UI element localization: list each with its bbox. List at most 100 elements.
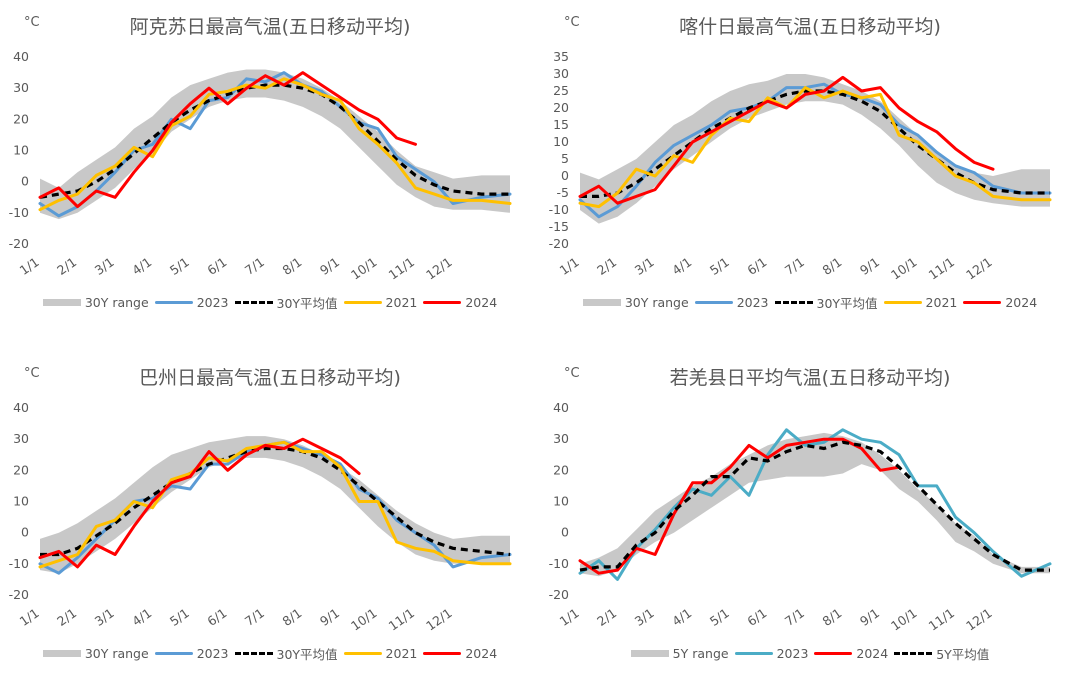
y-tick-label: 20 [553,462,569,477]
x-tick-label: 5/1 [707,605,732,629]
series-line-2024 [578,75,995,205]
legend-label: 2023 [196,646,229,661]
y-tick-label: -10 [9,556,29,571]
x-tick-label: 1/1 [17,254,42,278]
legend-label: 30Y平均值 [276,647,338,662]
legend-label: 2023 [776,646,809,661]
legend-swatch-line [423,301,462,304]
range-band-5y-range [580,432,1050,577]
series-line-2024 [38,71,417,209]
legend-swatch-line [883,301,922,304]
x-tick-label: 4/1 [669,605,694,629]
legend-item: 2023 [734,646,809,661]
chart-title: 若羌县日平均气温(五日移动平均) [669,367,951,389]
y-tick-label: -5 [557,185,569,200]
y-tick-label: 30 [13,431,29,446]
x-tick-label: 8/1 [819,605,844,629]
y-tick-label: 20 [553,100,569,115]
legend-label: 2021 [925,295,958,310]
y-tick-label: -20 [9,587,29,602]
legend-label: 2021 [385,295,418,310]
series-line-2023 [578,428,1052,581]
y-tick-label: 0 [561,525,569,540]
y-tick-label: 10 [13,494,29,509]
x-tick-label: 12/1 [423,254,455,282]
legend-label: 2024 [465,646,498,661]
x-tick-label: 2/1 [594,254,619,278]
y-tick-label: -20 [549,587,569,602]
x-tick-label: 10/1 [348,605,380,633]
legend-label: 2023 [736,295,769,310]
legend-item: 2023 [154,646,229,661]
legend-item: 5Y平均值 [894,644,989,663]
unit-label: °C [24,15,40,30]
legend-label: 30Y平均值 [276,296,338,311]
legend-item: 2023 [694,295,769,310]
x-tick-label: 10/1 [348,254,380,282]
y-tick-label: -15 [549,219,569,234]
legend-label: 2024 [1005,295,1038,310]
legend-label: 30Y range [84,646,149,661]
chart-title: 巴州日最高气温(五日移动平均) [139,367,401,389]
series-line-2021 [38,77,512,212]
legend-swatch-dashed [234,301,273,304]
x-tick-label: 10/1 [888,254,920,282]
x-tick-label: 9/1 [857,254,882,278]
legend: 5Y range 2023 2024 5Y平均值 [540,644,1080,663]
legend-swatch-line [423,652,462,655]
y-tick-label: 10 [553,494,569,509]
x-tick-label: 5/1 [707,254,732,278]
y-tick-label: 0 [21,525,29,540]
y-tick-label: 20 [13,111,29,126]
x-tick-label: 8/1 [819,254,844,278]
y-tick-label: 40 [13,49,29,64]
x-tick-label: 7/1 [242,605,267,629]
legend-item: 30Y range [582,295,689,310]
range-band-30y-range [40,436,510,574]
x-tick-label: 3/1 [632,254,657,278]
legend-label: 2021 [385,646,418,661]
x-tick-label: 11/1 [926,254,958,282]
x-tick-label: 4/1 [129,605,154,629]
x-tick-label: 11/1 [386,605,418,633]
legend-swatch-band [630,650,669,657]
x-tick-label: 1/1 [17,605,42,629]
legend-swatch-line [154,652,193,655]
x-tick-label: 8/1 [279,605,304,629]
legend-item: 30Y平均值 [774,293,878,312]
x-tick-label: 12/1 [963,254,995,282]
legend-swatch-band [582,299,621,306]
legend-label: 2024 [465,295,498,310]
legend-swatch-line [154,301,193,304]
x-tick-label: 11/1 [386,254,418,282]
x-tick-label: 12/1 [963,605,995,633]
x-tick-label: 7/1 [782,254,807,278]
chart-title: 阿克苏日最高气温(五日移动平均) [129,16,411,38]
legend-swatch-line [694,301,733,304]
legend: 30Y range 2023 30Y平均值 2021 2024 [0,293,540,312]
legend-item: 2024 [423,295,497,310]
x-tick-label: 9/1 [857,605,882,629]
x-tick-label: 5/1 [167,254,192,278]
legend-swatch-band [42,299,81,306]
series-line-average [579,440,1050,572]
legend-item: 2024 [814,646,888,661]
legend-swatch-line [734,652,773,655]
y-tick-label: 25 [553,83,569,98]
legend-swatch-dashed [894,652,933,655]
series-line-2021 [578,86,1052,209]
chart-panel-ruoqiang: 40 30 20 10 0 -10 -20 1/1 2/1 3/1 4/1 5/1 6/1 7/1 8/1 9… [540,351,1080,688]
y-tick-label: -10 [9,205,29,220]
y-tick-label: 40 [553,400,569,415]
legend: 30Y range 2023 30Y平均值 2021 2024 [0,644,540,663]
legend-label: 5Y range [672,646,729,661]
x-tick-label: 6/1 [744,254,769,278]
legend-label: 30Y range [84,295,149,310]
range-band-30y-range [40,69,510,220]
y-tick-label: 0 [561,168,569,183]
x-tick-label: 2/1 [594,605,619,629]
x-tick-label: 3/1 [92,605,117,629]
x-tick-label: 6/1 [204,605,229,629]
range-band-30y-range [580,74,1050,224]
y-tick-label: 35 [553,49,569,64]
